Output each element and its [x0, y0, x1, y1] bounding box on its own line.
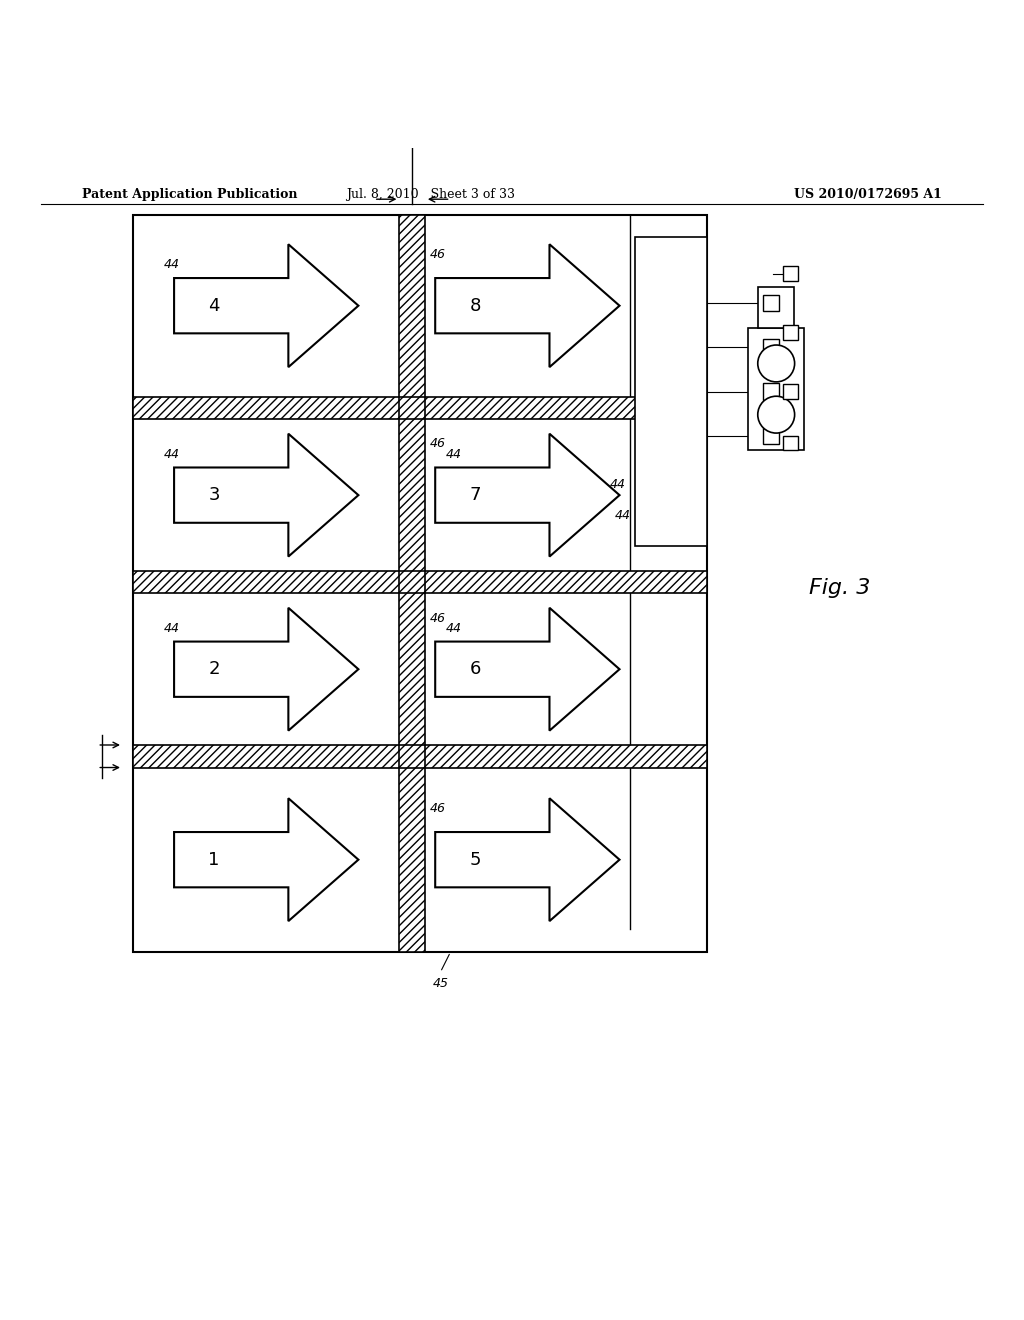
Text: 46: 46 — [430, 803, 446, 814]
Bar — [399, 215, 425, 952]
Bar — [783, 436, 798, 450]
Text: US 2010/0172695 A1: US 2010/0172695 A1 — [795, 187, 942, 201]
Text: 44: 44 — [164, 447, 180, 461]
Bar — [133, 572, 707, 594]
Text: 44: 44 — [445, 447, 462, 461]
Text: 44: 44 — [445, 622, 462, 635]
Bar — [133, 744, 707, 767]
Text: 5: 5 — [469, 850, 481, 869]
Text: 46: 46 — [430, 611, 446, 624]
Text: 6: 6 — [470, 660, 481, 678]
Polygon shape — [435, 434, 620, 557]
Text: 44: 44 — [164, 622, 180, 635]
Bar — [133, 572, 707, 594]
Bar — [133, 744, 707, 767]
Bar — [783, 267, 798, 281]
Polygon shape — [435, 244, 620, 367]
Text: 44: 44 — [614, 510, 631, 523]
Text: Fig. 3: Fig. 3 — [809, 578, 870, 598]
Polygon shape — [435, 607, 620, 731]
Text: Patent Application Publication: Patent Application Publication — [82, 187, 297, 201]
Bar — [635, 236, 707, 546]
Text: 8: 8 — [470, 297, 481, 314]
Bar — [763, 294, 779, 312]
Polygon shape — [174, 244, 358, 367]
Bar — [133, 397, 707, 420]
Text: 44: 44 — [164, 259, 180, 271]
Circle shape — [758, 396, 795, 433]
Polygon shape — [435, 799, 620, 921]
Bar — [783, 384, 798, 399]
Bar — [763, 428, 779, 444]
Text: 7: 7 — [469, 486, 481, 504]
Polygon shape — [174, 607, 358, 731]
Text: 1: 1 — [209, 850, 220, 869]
Polygon shape — [174, 434, 358, 557]
Text: 44: 44 — [609, 478, 626, 491]
Bar — [783, 325, 798, 339]
Text: 4: 4 — [208, 297, 220, 314]
Bar — [758, 286, 794, 327]
Text: 3: 3 — [208, 486, 220, 504]
Bar — [133, 397, 707, 420]
Bar — [748, 327, 804, 450]
Text: 2: 2 — [208, 660, 220, 678]
Bar — [763, 383, 779, 400]
Text: Jul. 8, 2010   Sheet 3 of 33: Jul. 8, 2010 Sheet 3 of 33 — [345, 187, 515, 201]
Polygon shape — [174, 799, 358, 921]
Circle shape — [758, 345, 795, 381]
Text: 46: 46 — [430, 248, 446, 261]
Bar — [763, 339, 779, 355]
Bar — [399, 215, 425, 952]
Text: 46: 46 — [430, 437, 446, 450]
Text: 45: 45 — [432, 977, 449, 990]
Bar — [133, 215, 707, 952]
